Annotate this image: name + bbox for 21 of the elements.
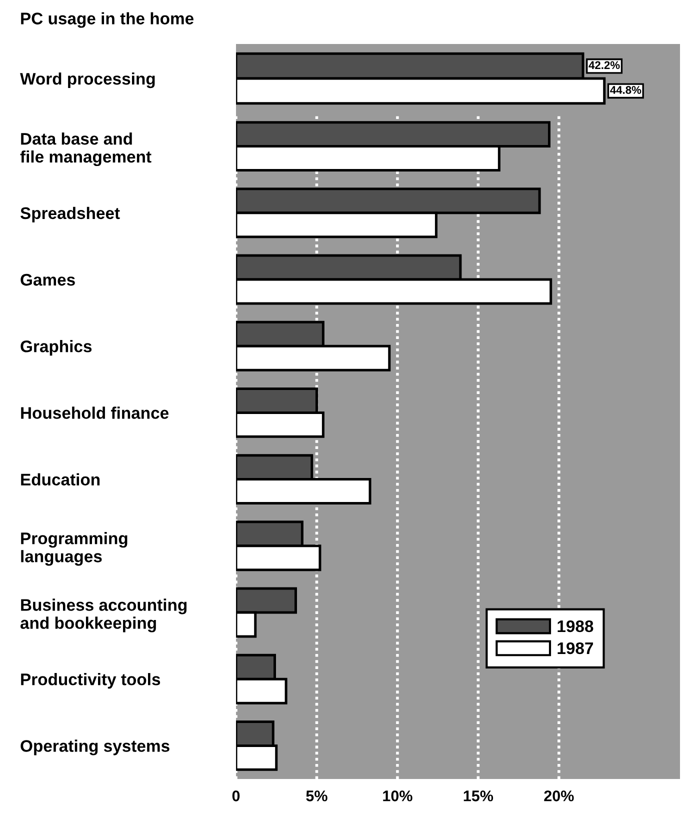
data-label: 44.8% <box>610 86 642 94</box>
y-tick-label: Productivity tools <box>21 673 160 689</box>
x-tick-label: 5% <box>306 790 328 802</box>
legend-label: 1988 <box>558 620 594 632</box>
y-tick-label: Graphics <box>20 340 92 356</box>
y-tick-label: Games <box>20 274 75 286</box>
data-label: 42.2% <box>588 61 620 70</box>
y-tick-label: Business accounting and bookkeeping <box>20 598 187 632</box>
y-tick-label: Education <box>21 473 100 486</box>
y-tick-label: Household finance <box>21 406 169 419</box>
y-tick-label: Word processing <box>20 72 155 88</box>
legend-label: 1987 <box>558 642 594 654</box>
y-tick-label: Spreadsheet <box>20 206 120 222</box>
chart-title: PC usage in the home <box>21 12 194 28</box>
x-tick-label: 10% <box>383 790 412 802</box>
x-tick-label: 15% <box>464 790 494 802</box>
y-tick-label: Programming languages <box>21 532 128 566</box>
x-tick-label: 0 <box>232 790 240 802</box>
y-tick-label: Data base and file management <box>20 132 152 166</box>
y-tick-label: Operating systems <box>20 740 170 756</box>
x-tick-label: 20% <box>544 790 574 802</box>
